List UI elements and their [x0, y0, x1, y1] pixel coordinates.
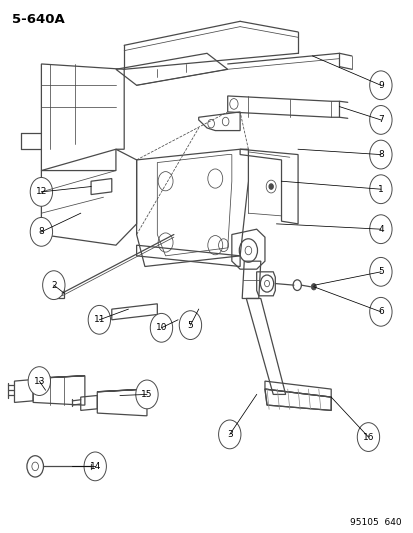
Text: 10: 10: [155, 324, 167, 332]
Circle shape: [150, 313, 172, 342]
Text: 1: 1: [377, 185, 383, 193]
Text: 9: 9: [377, 81, 383, 90]
Circle shape: [369, 140, 391, 169]
Circle shape: [369, 175, 391, 204]
Circle shape: [30, 177, 52, 206]
Text: 5-640A: 5-640A: [12, 13, 65, 26]
Text: 8: 8: [377, 150, 383, 159]
Text: 15: 15: [141, 390, 152, 399]
Text: 8: 8: [38, 228, 44, 236]
Circle shape: [264, 280, 269, 287]
Text: 14: 14: [89, 462, 101, 471]
Text: 2: 2: [51, 281, 57, 289]
Circle shape: [369, 297, 391, 326]
Text: 12: 12: [36, 188, 47, 196]
Text: 7: 7: [377, 116, 383, 124]
Text: 6: 6: [377, 308, 383, 316]
Circle shape: [369, 257, 391, 286]
Circle shape: [369, 106, 391, 134]
Circle shape: [43, 271, 65, 300]
Text: 5: 5: [377, 268, 383, 276]
Circle shape: [244, 246, 251, 255]
Text: 5: 5: [187, 321, 193, 329]
Circle shape: [88, 305, 110, 334]
Text: 3: 3: [226, 430, 232, 439]
Text: 11: 11: [93, 316, 105, 324]
Circle shape: [179, 311, 201, 340]
Circle shape: [311, 284, 316, 290]
Circle shape: [30, 217, 52, 246]
Text: 95105  640: 95105 640: [349, 518, 401, 527]
Text: 13: 13: [33, 377, 45, 385]
Circle shape: [369, 215, 391, 244]
Circle shape: [268, 184, 273, 189]
Circle shape: [84, 452, 106, 481]
Text: 4: 4: [377, 225, 383, 233]
Circle shape: [369, 71, 391, 100]
Circle shape: [356, 423, 379, 451]
Circle shape: [218, 420, 240, 449]
Text: 16: 16: [362, 433, 373, 441]
Circle shape: [135, 380, 158, 409]
Circle shape: [28, 367, 50, 395]
